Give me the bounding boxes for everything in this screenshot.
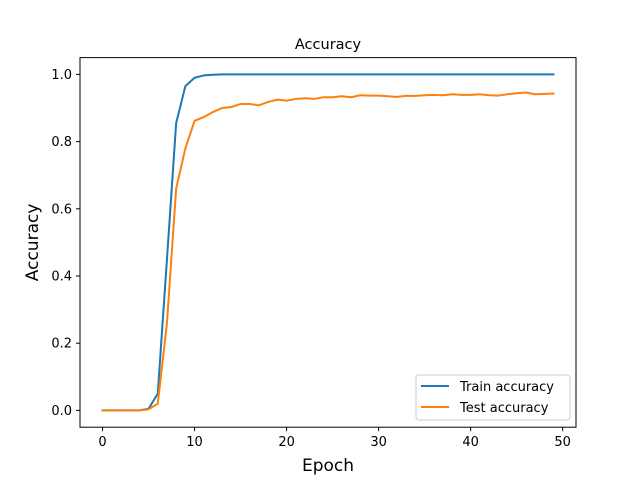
legend: Train accuracy Test accuracy [415, 374, 571, 421]
legend-label-test: Test accuracy [459, 401, 549, 416]
y-tick-label: 0.2 [51, 337, 72, 352]
x-tick-label: 30 [370, 435, 387, 450]
x-axis-ticks: 0 10 20 30 40 50 [98, 427, 571, 450]
y-tick-label: 0.0 [51, 404, 72, 419]
y-axis-title: Accuracy [23, 204, 43, 282]
series-line-test [101, 91, 555, 412]
x-tick-label: 20 [278, 435, 295, 450]
plot-area-frame [79, 57, 577, 428]
x-tick-label: 10 [186, 435, 203, 450]
series-line-train [101, 73, 555, 412]
y-tick-label: 0.8 [51, 135, 72, 150]
legend-label-train: Train accuracy [459, 380, 554, 395]
y-tick-label: 0.4 [51, 270, 72, 285]
y-tick-label: 1.0 [51, 68, 72, 83]
chart-title: Accuracy [295, 37, 362, 53]
x-axis-title: Epoch [302, 456, 354, 476]
x-tick-label: 0 [98, 435, 106, 450]
x-tick-label: 50 [554, 435, 571, 450]
y-axis-ticks: 0.0 0.2 0.4 0.6 0.8 1.0 [51, 68, 80, 419]
x-tick-label: 40 [462, 435, 479, 450]
y-tick-label: 0.6 [51, 202, 72, 217]
series-lines [101, 73, 555, 412]
legend-box [415, 374, 571, 421]
